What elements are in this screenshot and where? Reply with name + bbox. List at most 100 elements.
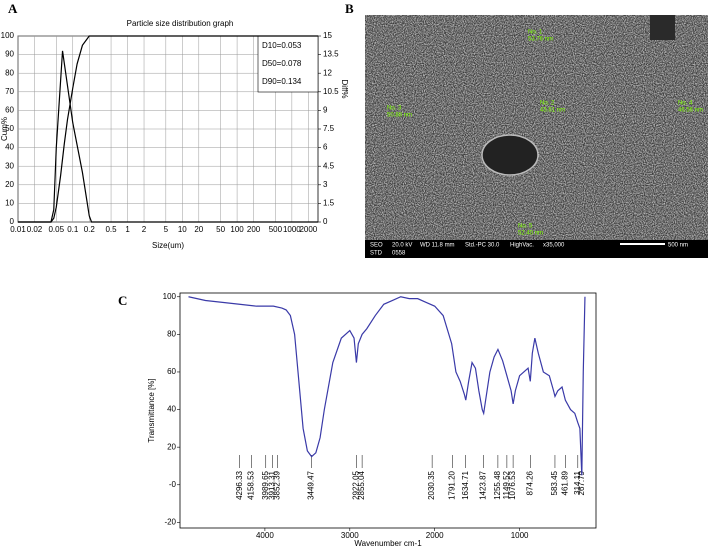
x-tick-label: 0.1 — [67, 225, 79, 234]
y-tick-label: -0 — [169, 480, 177, 489]
x-tick-label: 4000 — [256, 531, 274, 540]
y-tick-label: 40 — [167, 405, 176, 414]
y-tick-label: 80 — [167, 329, 176, 338]
y2-tick-label: 13.5 — [323, 50, 339, 59]
sem-annotation: No. 5 — [518, 224, 533, 230]
x-tick-label: 50 — [216, 225, 225, 234]
peak-label: 3852.39 — [273, 470, 282, 499]
peak-label: 2030.35 — [427, 470, 436, 499]
peak-label: 461.89 — [560, 470, 569, 495]
x-tick-label: 0.5 — [105, 225, 117, 234]
x-axis-label: Wavenumber cm-1 — [354, 539, 422, 548]
y-tick-label: 20 — [5, 180, 14, 189]
sem-info: SEO — [370, 243, 383, 249]
peak-label: 1076.53 — [508, 470, 517, 499]
peak-label: 314.11 — [573, 470, 582, 494]
y-tick-label: 40 — [5, 143, 14, 152]
y2-tick-label: 15 — [323, 31, 332, 40]
y-tick-label: 60 — [5, 106, 14, 115]
peak-label: 1634.71 — [461, 470, 470, 499]
sem-annotation: 50.88 nm — [387, 113, 412, 119]
peak-label: 3913.31 — [267, 470, 276, 499]
x-tick-label: 1000 — [511, 531, 529, 540]
x-tick-label: 500 — [269, 225, 283, 234]
y-tick-label: 100 — [163, 292, 177, 301]
peak-label: 1423.87 — [479, 470, 488, 499]
x-tick-label: 0.01 — [10, 225, 26, 234]
x-tick-label: 1 — [125, 225, 130, 234]
sem-info: Std.-PC 30.0 — [465, 243, 500, 249]
y-tick-label: 90 — [5, 50, 14, 59]
x-tick-label: 2000 — [299, 225, 317, 234]
sem-annotation: 43.61 nm — [540, 108, 565, 114]
sem-info: 500 nm — [668, 243, 688, 249]
y2-tick-label: 7.5 — [323, 124, 335, 133]
sem-info: 0558 — [392, 251, 406, 257]
x-tick-label: 20 — [194, 225, 203, 234]
x-axis-label: Size(um) — [152, 241, 184, 250]
plot-frame — [179, 292, 597, 529]
y2-tick-label: 4.5 — [323, 161, 335, 170]
peak-label: 4158.53 — [247, 470, 256, 499]
panel-label: B — [345, 1, 354, 16]
x-tick-label: 5 — [164, 225, 169, 234]
sem-annotation: 52.40 nm — [518, 231, 543, 237]
y2-tick-label: 0 — [323, 217, 328, 226]
y-tick-label: 20 — [167, 442, 176, 451]
y2-tick-label: 1.5 — [323, 199, 335, 208]
y2-axis-label: Diff% — [340, 80, 349, 99]
y-tick-label: 10 — [5, 199, 14, 208]
panel-label: C — [118, 293, 127, 308]
peak-label: 3989.65 — [261, 470, 270, 499]
sem-annotation: No. 3 — [387, 106, 402, 112]
y2-tick-label: 10.5 — [323, 87, 339, 96]
peak-label: 583.45 — [550, 470, 559, 495]
data-line — [188, 296, 586, 476]
y2-tick-label: 12 — [323, 68, 332, 77]
x-tick-label: 1000 — [283, 225, 301, 234]
sem-dark-spot — [650, 15, 675, 40]
sem-info: STD — [370, 251, 383, 257]
y2-tick-label: 9 — [323, 106, 328, 115]
sem-info: HighVac. — [510, 243, 534, 249]
y-tick-label: 60 — [167, 367, 176, 376]
annotation: D10=0.053 — [262, 41, 302, 50]
sem-annotation: No. 2 — [540, 101, 555, 107]
sem-info: x35,000 — [543, 243, 565, 249]
sem-annotation: No. 4 — [678, 101, 693, 107]
peak-label: 2922.05 — [352, 470, 361, 499]
sem-info: WD 11.8 mm — [420, 243, 455, 249]
data-line — [18, 35, 318, 223]
annotation-box — [257, 35, 319, 93]
peak-label: 4296.33 — [235, 470, 244, 499]
x-tick-label: 100 — [230, 225, 244, 234]
sem-annotation: 46.56 nm — [678, 108, 703, 114]
x-tick-label: 2000 — [426, 531, 444, 540]
y-tick-label: 50 — [5, 124, 14, 133]
sem-info-bar — [365, 240, 708, 258]
panel-label: A — [8, 1, 18, 16]
sem-image — [365, 15, 708, 258]
y2-tick-label: 6 — [323, 143, 328, 152]
sem-particle — [481, 134, 539, 176]
annotation: D90=0.134 — [262, 77, 302, 86]
peak-label: 1791.20 — [448, 470, 457, 499]
peak-label: 1255.48 — [493, 470, 502, 499]
x-tick-label: 10 — [178, 225, 187, 234]
y-axis-label: Transmittance [%] — [147, 378, 156, 442]
sem-annotation: No. 1 — [528, 30, 543, 36]
y-tick-label: 70 — [5, 87, 14, 96]
sem-info: 20.0 kV — [392, 243, 412, 249]
y-tick-label: 80 — [5, 68, 14, 77]
peak-label: 3449.47 — [307, 470, 316, 499]
x-tick-label: 0.02 — [27, 225, 43, 234]
x-tick-label: 0.2 — [84, 225, 96, 234]
x-tick-label: 200 — [247, 225, 261, 234]
y-tick-label: 30 — [5, 161, 14, 170]
x-tick-label: 3000 — [341, 531, 359, 540]
peak-label: 267.79 — [577, 470, 586, 495]
x-tick-label: 2 — [142, 225, 147, 234]
y-tick-label: 0 — [10, 217, 15, 226]
y2-tick-label: 3 — [323, 180, 328, 189]
